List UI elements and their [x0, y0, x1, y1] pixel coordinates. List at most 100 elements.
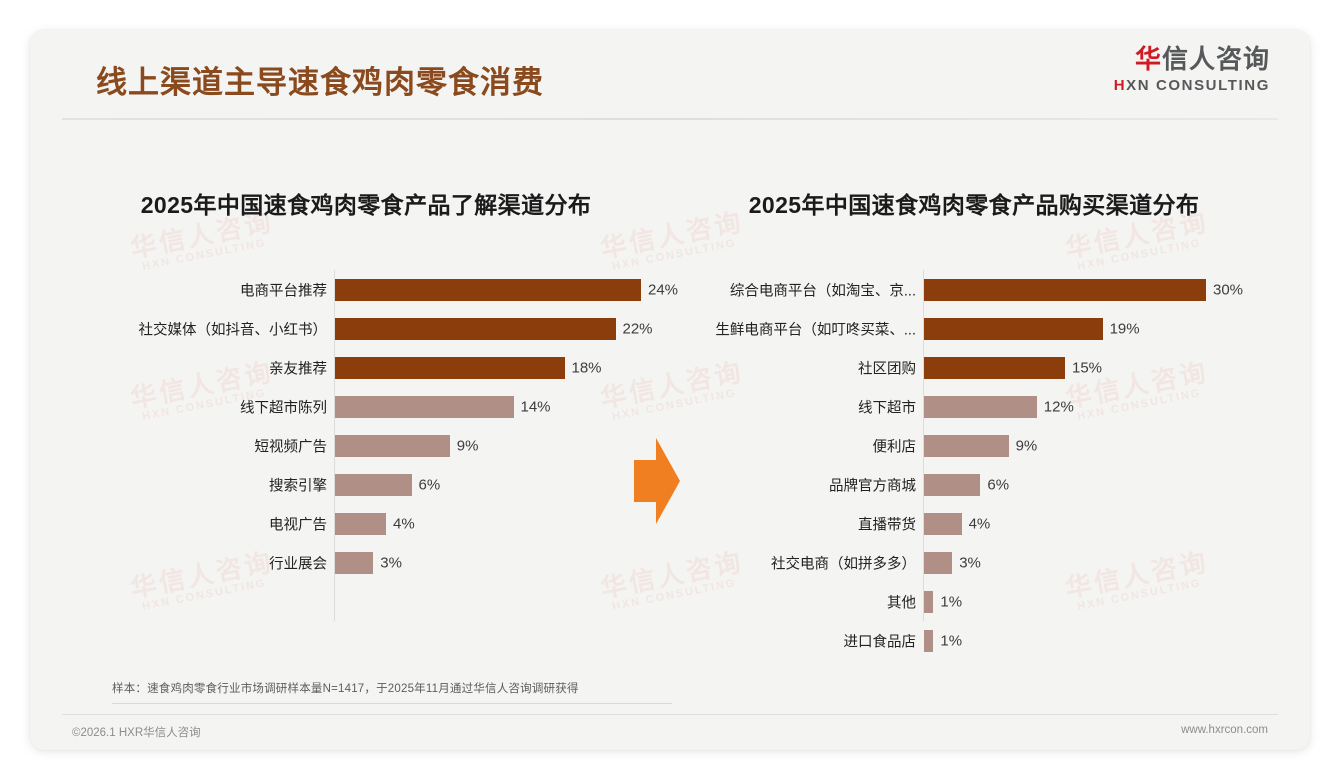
bar-category-label: 生鲜电商平台（如叮咚买菜、... [715, 322, 916, 338]
bar-row: 其他 1% [670, 582, 1278, 621]
bar-category-label: 电视广告 [269, 517, 327, 533]
bar-value-label: 14% [520, 398, 551, 415]
bar-track: 24% [335, 278, 678, 301]
bar-fill [335, 434, 450, 457]
bar-value-label: 1% [940, 632, 963, 649]
bar-row: 电商平台推荐 24% [62, 270, 678, 309]
bar-fill [924, 434, 1009, 457]
bar-category-label: 电商平台推荐 [240, 283, 327, 299]
footnote-divider [112, 703, 672, 704]
bar-category-label: 品牌官方商城 [829, 478, 916, 494]
bar-track: 4% [335, 512, 415, 535]
bar-category-label: 直播带货 [858, 517, 916, 533]
bar-value-label: 24% [648, 281, 679, 298]
bar-track: 4% [924, 512, 990, 535]
bar-value-label: 30% [1213, 281, 1244, 298]
bar-track: 6% [924, 473, 1009, 496]
bar-fill [924, 395, 1037, 418]
logo-cn-first-char: 华 [1134, 44, 1162, 74]
chart-title-right: 2025年中国速食鸡肉零食产品购买渠道分布 [748, 192, 1200, 218]
bar-fill [924, 590, 934, 613]
logo-en-rest: XN CONSULTING [1126, 77, 1270, 94]
bar-category-label: 综合电商平台（如淘宝、京... [729, 283, 916, 299]
header-divider [62, 118, 1278, 120]
bar-track: 3% [924, 551, 981, 574]
bar-row: 社交媒体（如抖音、小红书） 22% [62, 309, 670, 348]
bar-fill [924, 473, 981, 496]
sample-note: 样本：速食鸡肉零食行业市场调研样本量N=1417，于2025年11月通过华信人咨… [112, 683, 579, 695]
bar-row: 直播带货 4% [670, 504, 1278, 543]
bar-fill [335, 278, 641, 301]
bar-fill [924, 278, 1206, 301]
slide-footer: ©2026.1 HXR华信人咨询 www.hxrcon.com [30, 720, 1310, 750]
bar-fill [335, 317, 616, 340]
bar-value-label: 22% [622, 320, 653, 337]
bar-category-label: 线下超市陈列 [240, 400, 327, 416]
bar-row: 线下超市 12% [670, 387, 1278, 426]
bar-row: 社区团购 15% [670, 348, 1278, 387]
bar-category-label: 线下超市 [858, 400, 916, 416]
bar-value-label: 18% [571, 359, 602, 376]
bar-track: 1% [924, 629, 962, 652]
bar-fill [335, 395, 514, 418]
bar-value-label: 19% [1109, 320, 1140, 337]
bar-row: 生鲜电商平台（如叮咚买菜、... 19% [670, 309, 1278, 348]
logo-chinese-text: 华信人咨询 [1114, 46, 1270, 72]
bar-value-label: 3% [380, 554, 402, 571]
bar-row: 搜索引擎 6% [62, 465, 670, 504]
bar-row: 品牌官方商城 6% [670, 465, 1278, 504]
bar-value-label: 6% [987, 476, 1010, 493]
bar-track: 9% [924, 434, 1037, 457]
bar-row: 便利店 9% [670, 426, 1278, 465]
bar-row: 社交电商（如拼多多） 3% [670, 543, 1278, 582]
bar-track: 14% [335, 395, 551, 418]
bar-chart-awareness: 电商平台推荐 24% 社交媒体（如抖音、小红书） 22% 亲友推荐 18% 线下超市陈列 14… [62, 270, 678, 621]
logo-english-text: HXN CONSULTING [1114, 78, 1270, 93]
bar-category-label: 搜索引擎 [269, 478, 327, 494]
bar-fill [924, 356, 1065, 379]
bar-category-label: 进口食品店 [843, 634, 917, 650]
bar-value-label: 4% [393, 515, 415, 532]
bar-track: 22% [335, 317, 653, 340]
bar-value-label: 15% [1072, 359, 1103, 376]
bar-track: 1% [924, 590, 962, 613]
bar-value-label: 1% [940, 593, 963, 610]
page-title: 线上渠道主导速食鸡肉零食消费 [96, 65, 544, 100]
bar-fill [335, 551, 374, 574]
bar-track: 30% [924, 278, 1243, 301]
chart-axis-line [923, 270, 924, 621]
bar-fill [335, 473, 412, 496]
bar-value-label: 9% [456, 437, 479, 454]
bar-track: 9% [335, 434, 478, 457]
logo-cn-rest: 信人咨询 [1161, 44, 1270, 74]
bar-fill [335, 356, 565, 379]
bar-fill [924, 629, 934, 652]
watermark-en: HXN CONSULTING [1076, 237, 1203, 273]
slide-header: 线上渠道主导速食鸡肉零食消费 华信人咨询 HXN CONSULTING [30, 30, 1310, 118]
website-text: www.hxrcon.com [1181, 724, 1268, 736]
bar-category-label: 社交电商（如拼多多） [771, 556, 916, 572]
bar-track: 12% [924, 395, 1074, 418]
bar-fill [924, 551, 953, 574]
bar-fill [335, 512, 386, 535]
bar-track: 6% [335, 473, 440, 496]
bar-row: 短视频广告 9% [62, 426, 670, 465]
watermark-en: HXN CONSULTING [141, 237, 268, 273]
bar-category-label: 社区团购 [858, 361, 916, 377]
bar-track: 3% [335, 551, 402, 574]
bar-category-label: 行业展会 [269, 556, 327, 572]
bar-category-label: 社交媒体（如抖音、小红书） [138, 322, 328, 338]
bar-track: 19% [924, 317, 1140, 340]
bar-value-label: 4% [968, 515, 991, 532]
bar-value-label: 3% [959, 554, 981, 571]
bar-track: 15% [924, 356, 1102, 379]
bar-row: 综合电商平台（如淘宝、京... 30% [670, 270, 1278, 309]
slide-card: 华信人咨询 HXN CONSULTING 华信人咨询 HXN CONSULTING … [30, 30, 1310, 750]
bar-category-label: 亲友推荐 [269, 361, 327, 377]
bar-row: 亲友推荐 18% [62, 348, 670, 387]
bar-row: 行业展会 3% [62, 543, 670, 582]
bar-fill [924, 512, 962, 535]
copyright-text: ©2026.1 HXR华信人咨询 [72, 727, 201, 739]
bar-row: 电视广告 4% [62, 504, 670, 543]
bar-row: 进口食品店 1% [670, 621, 1278, 660]
